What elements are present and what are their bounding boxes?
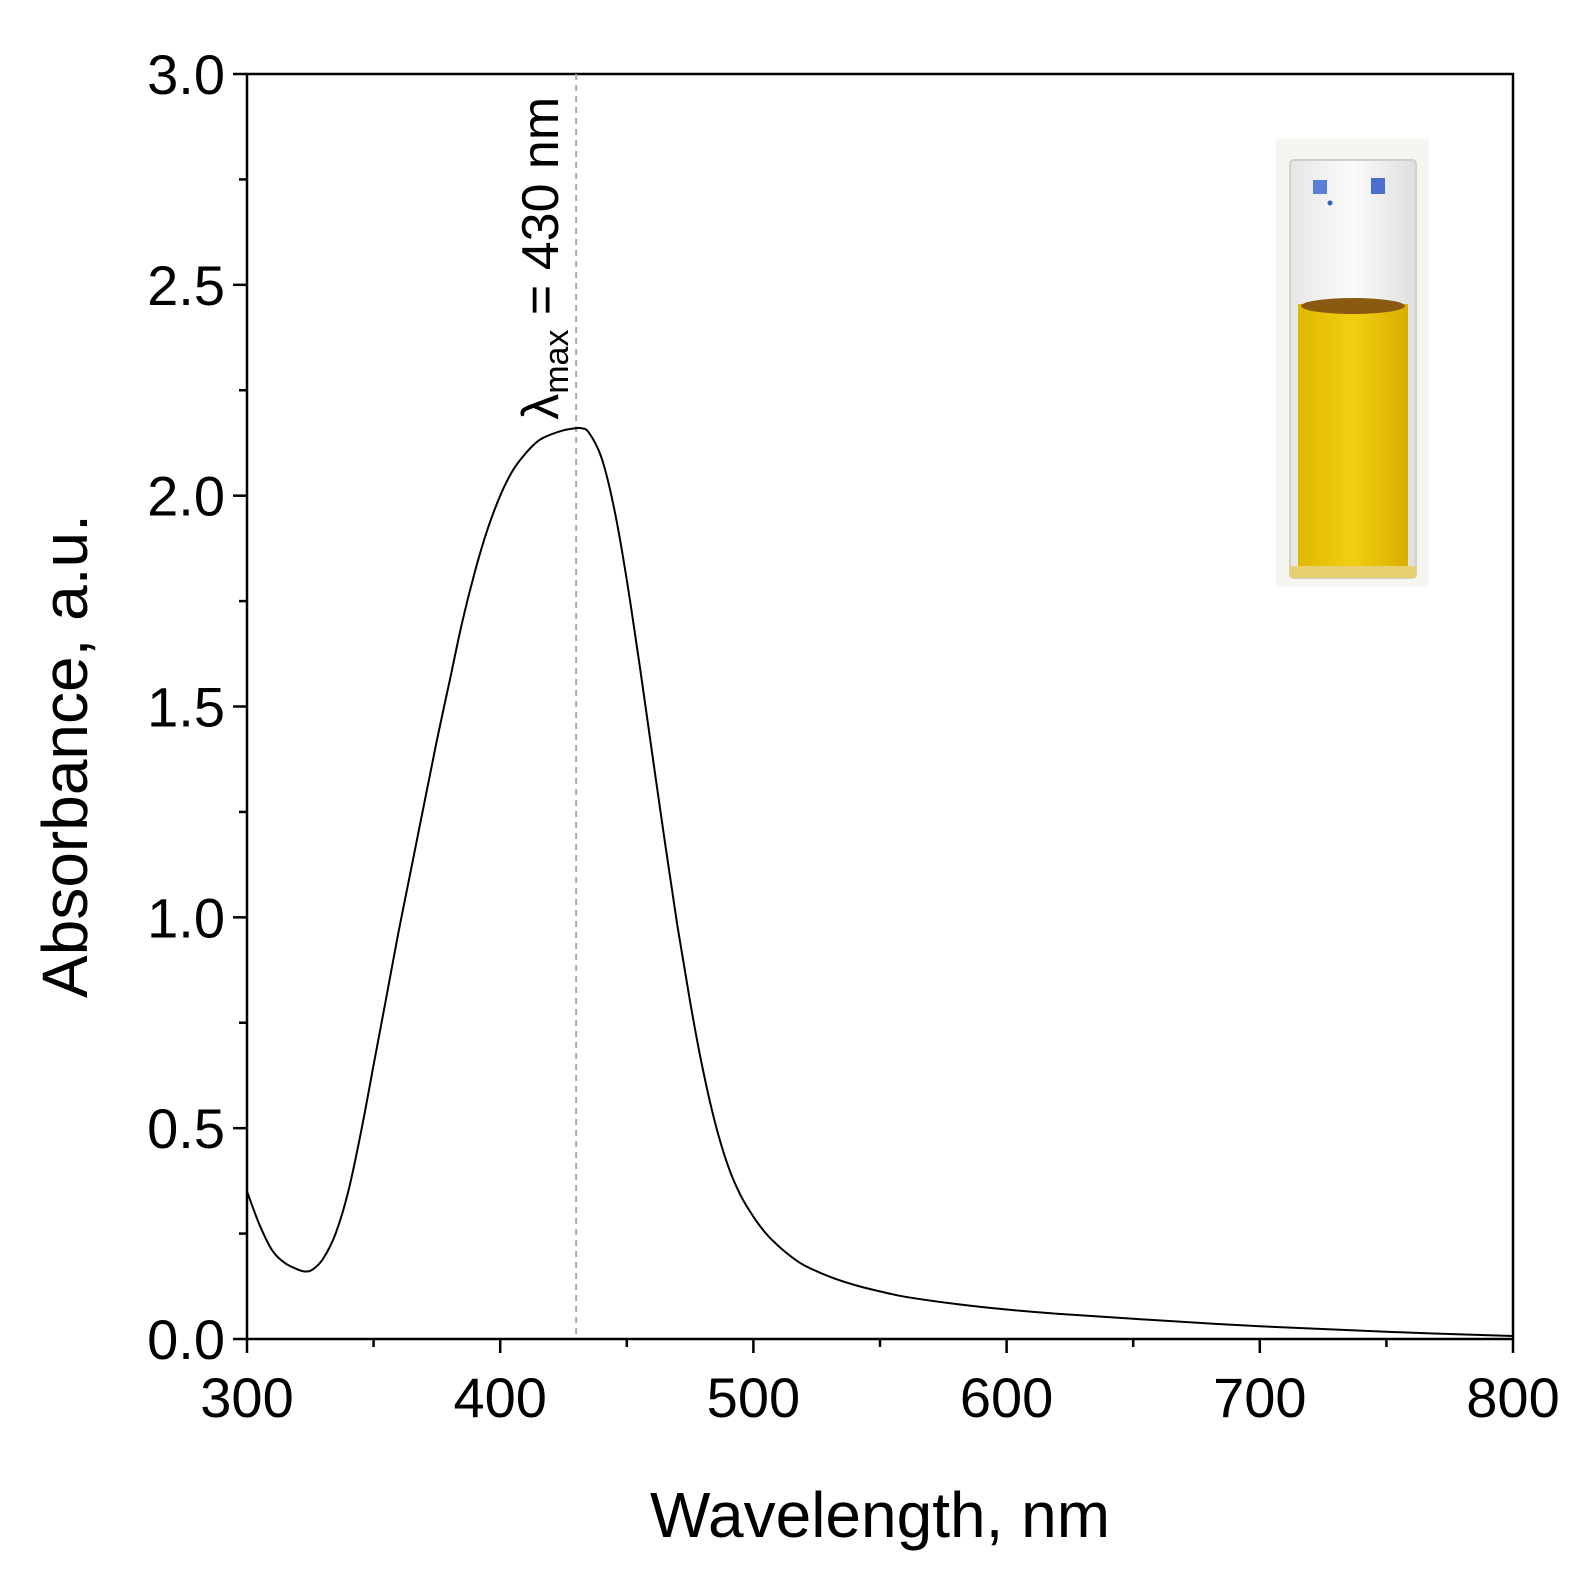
- x-tick-label: 400: [453, 1366, 546, 1429]
- cuvette-blue-dot: [1327, 200, 1333, 206]
- peak-annotation-sub: max: [538, 330, 576, 394]
- y-tick-label: 0.5: [147, 1097, 225, 1160]
- peak-annotation-lambda: λ: [512, 394, 570, 420]
- cuvette-meniscus: [1301, 298, 1405, 314]
- x-tick-label: 300: [200, 1366, 293, 1429]
- peak-annotation: λmax = 430 nm: [512, 97, 576, 420]
- y-tick-label: 2.5: [147, 254, 225, 317]
- peak-annotation-rest: = 430 nm: [512, 97, 570, 330]
- y-tick-label: 1.5: [147, 676, 225, 739]
- x-tick-label: 800: [1466, 1366, 1559, 1429]
- x-tick-label: 500: [707, 1366, 800, 1429]
- y-tick-label: 1.0: [147, 886, 225, 949]
- cuvette-base: [1290, 566, 1416, 578]
- y-tick-label: 2.0: [147, 465, 225, 528]
- y-axis-title: Absorbance, a.u.: [29, 514, 101, 998]
- tick-labels-layer: 300 400 500 600 700 800 0.0 0.5 1.0 1.5 2.0 2.5 3.0: [147, 43, 1560, 1429]
- y-tick-label: 0.0: [147, 1308, 225, 1371]
- y-tick-label: 3.0: [147, 43, 225, 106]
- x-axis-title: Wavelength, nm: [650, 1479, 1110, 1551]
- cuvette-inset-image: [1276, 139, 1429, 587]
- cuvette-solution: [1298, 304, 1408, 570]
- series-line: [246, 426, 1514, 1337]
- cuvette-blue-mark-left: [1313, 180, 1327, 194]
- x-tick-label: 600: [960, 1366, 1053, 1429]
- ticks-layer: [233, 72, 1515, 1353]
- x-tick-label: 700: [1213, 1366, 1306, 1429]
- cuvette-blue-mark-right: [1371, 178, 1385, 194]
